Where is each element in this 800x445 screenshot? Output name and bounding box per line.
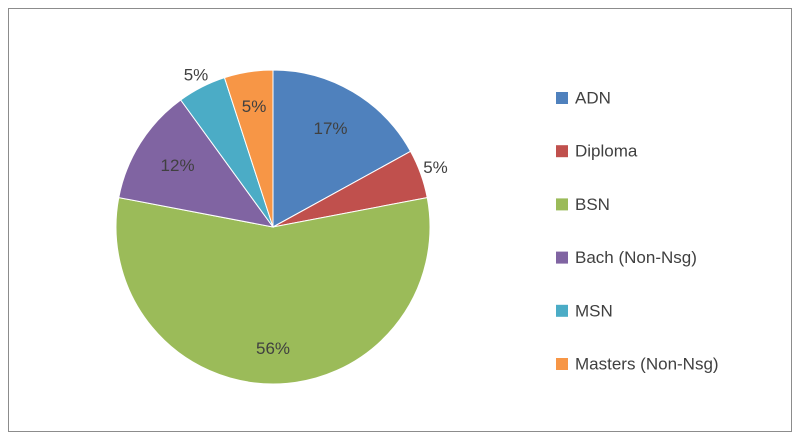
legend-label: Diploma [575, 142, 638, 161]
pie-slice [115, 196, 431, 385]
legend-label: Masters (Non-Nsg) [575, 354, 719, 373]
data-label: 56% [256, 339, 290, 358]
data-label: 5% [423, 158, 448, 177]
pie-slice [272, 69, 412, 228]
legend-swatch [556, 92, 568, 104]
legend-swatch [556, 304, 568, 317]
legend-label: Bach (Non-Nsg) [575, 248, 697, 267]
legend-swatch [556, 198, 568, 211]
legend-swatch [556, 145, 568, 158]
data-label: 5% [184, 65, 209, 84]
data-label: 5% [242, 97, 267, 116]
legend-swatch [556, 251, 568, 264]
pie-slice [118, 99, 275, 228]
legend-swatch [556, 358, 568, 370]
legend-label: ADN [575, 88, 611, 107]
data-label: 17% [314, 119, 348, 138]
pie-slice [223, 69, 274, 228]
legend-label: MSN [575, 301, 613, 320]
legend-label: BSN [575, 195, 610, 214]
data-label: 12% [161, 156, 195, 175]
